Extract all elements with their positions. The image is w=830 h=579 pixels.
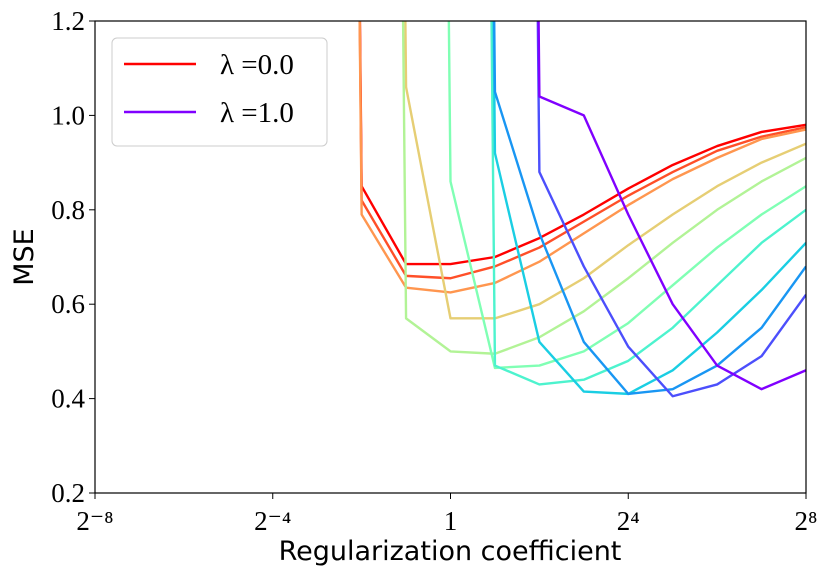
y-tick-label: 1.0 <box>51 100 85 130</box>
series-line <box>401 21 806 355</box>
legend-label: λ =0.0 <box>220 49 294 81</box>
plot-lines <box>358 21 806 398</box>
x-tick-label: 2⁻⁴ <box>254 506 291 536</box>
series-line <box>536 21 806 398</box>
y-tick-label: 0.2 <box>51 478 85 508</box>
series-line <box>358 21 806 266</box>
y-axis-label: MSE <box>9 228 40 286</box>
y-tick-label: 0.4 <box>51 384 85 414</box>
series-line <box>447 21 806 370</box>
x-tick-label: 2⁴ <box>617 506 640 536</box>
series-line <box>404 21 806 320</box>
x-tick-label: 2⁸ <box>795 506 818 536</box>
x-axis-label: Regularization coefficient <box>279 536 622 567</box>
x-tick-label: 2⁻⁸ <box>76 506 113 536</box>
series-line <box>358 21 806 294</box>
series-line <box>358 21 806 280</box>
y-tick-label: 0.6 <box>51 289 85 319</box>
series-line <box>490 21 806 386</box>
y-tick-label: 0.8 <box>51 195 85 225</box>
series-line <box>492 21 806 396</box>
series-line <box>537 21 806 391</box>
x-tick-label: 1 <box>444 506 458 536</box>
legend-label: λ =1.0 <box>220 97 294 129</box>
y-tick-label: 1.2 <box>51 6 85 36</box>
series-line <box>492 21 806 396</box>
